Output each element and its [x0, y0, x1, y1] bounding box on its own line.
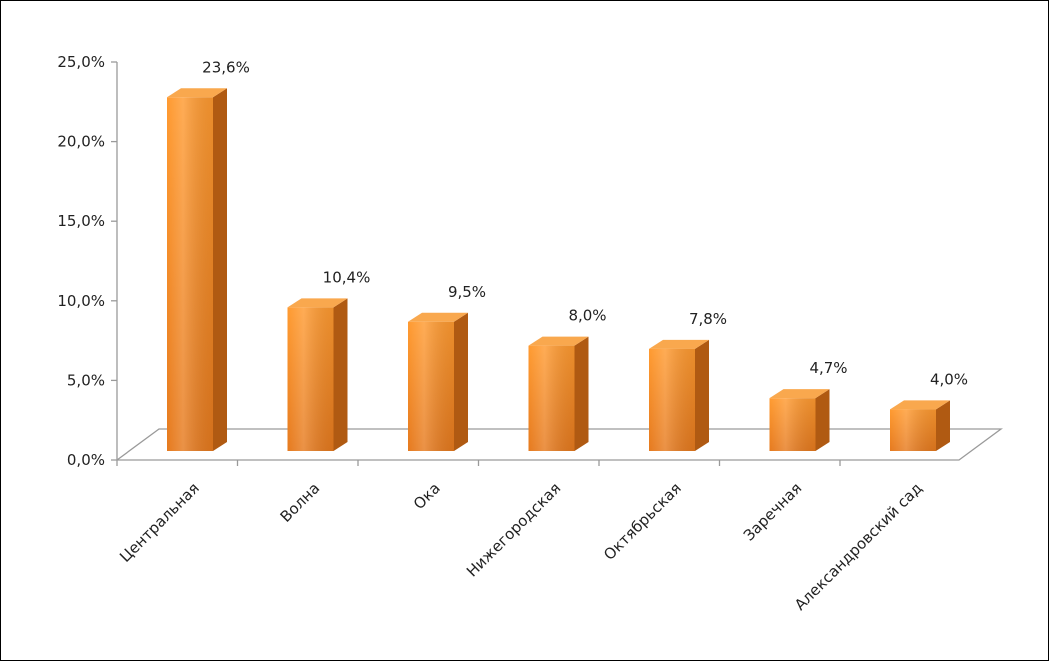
- bar: [287, 298, 348, 451]
- category-label: Ока: [410, 479, 444, 513]
- y-tick-label: 25,0%: [57, 53, 105, 71]
- data-labels: 23,6% 10,4% 9,5% 8,0% 7,8% 4,7% 4,0%: [202, 58, 968, 388]
- bar-side: [815, 389, 830, 451]
- bar-front-shine: [167, 97, 213, 452]
- bar-top: [287, 298, 348, 308]
- bar-front-shine: [287, 307, 334, 451]
- y-tick-label: 10,0%: [57, 292, 105, 310]
- floor-outline: [116, 428, 1003, 461]
- bar: [528, 336, 589, 451]
- data-label: 8,0%: [568, 307, 606, 325]
- data-label: 10,4%: [323, 268, 371, 286]
- data-label: 23,6%: [202, 58, 250, 76]
- bar-side: [574, 336, 589, 451]
- category-label: Нижегородская: [463, 479, 564, 580]
- bar-front-shine: [649, 348, 695, 451]
- bar-front-shine: [528, 345, 575, 451]
- y-axis: 0,0% 5,0% 10,0% 15,0% 20,0% 25,0%: [57, 53, 841, 469]
- bar-front-shine: [769, 398, 816, 451]
- category-label: Александровский сад: [791, 479, 926, 614]
- bar-top: [528, 336, 589, 346]
- bar: [769, 389, 830, 451]
- bar-side: [333, 298, 348, 451]
- bar-top: [649, 339, 709, 349]
- bar: [167, 88, 227, 452]
- category-label: Центральная: [116, 479, 203, 566]
- category-label: Заречная: [740, 479, 805, 544]
- bar-top: [167, 88, 227, 98]
- bar-front-shine: [890, 409, 936, 451]
- y-tick-label: 20,0%: [57, 133, 105, 151]
- y-tick-label: 5,0%: [67, 371, 105, 389]
- bar: [649, 339, 709, 451]
- bar-top: [408, 312, 468, 322]
- category-label: Октябрьская: [600, 479, 685, 564]
- bar-side: [454, 312, 468, 451]
- bar: [890, 400, 950, 451]
- bar-side: [213, 88, 227, 452]
- chart-floor: [116, 428, 1003, 461]
- category-label: Волна: [277, 479, 324, 526]
- category-labels: Центральная Волна Ока Нижегородская Октябрьс…: [116, 479, 926, 614]
- bar-top: [769, 389, 830, 399]
- data-label: 9,5%: [448, 283, 486, 301]
- bars: [167, 88, 950, 452]
- bar-front-shine: [408, 321, 454, 451]
- bar: [408, 312, 468, 451]
- bar-side: [936, 400, 950, 451]
- data-label: 4,7%: [809, 359, 847, 377]
- y-tick-label: 15,0%: [57, 212, 105, 230]
- bar-side: [695, 339, 709, 451]
- y-tick-label: 0,0%: [67, 451, 105, 469]
- data-label: 7,8%: [689, 310, 727, 328]
- data-label: 4,0%: [930, 370, 968, 388]
- bar-top: [890, 400, 950, 410]
